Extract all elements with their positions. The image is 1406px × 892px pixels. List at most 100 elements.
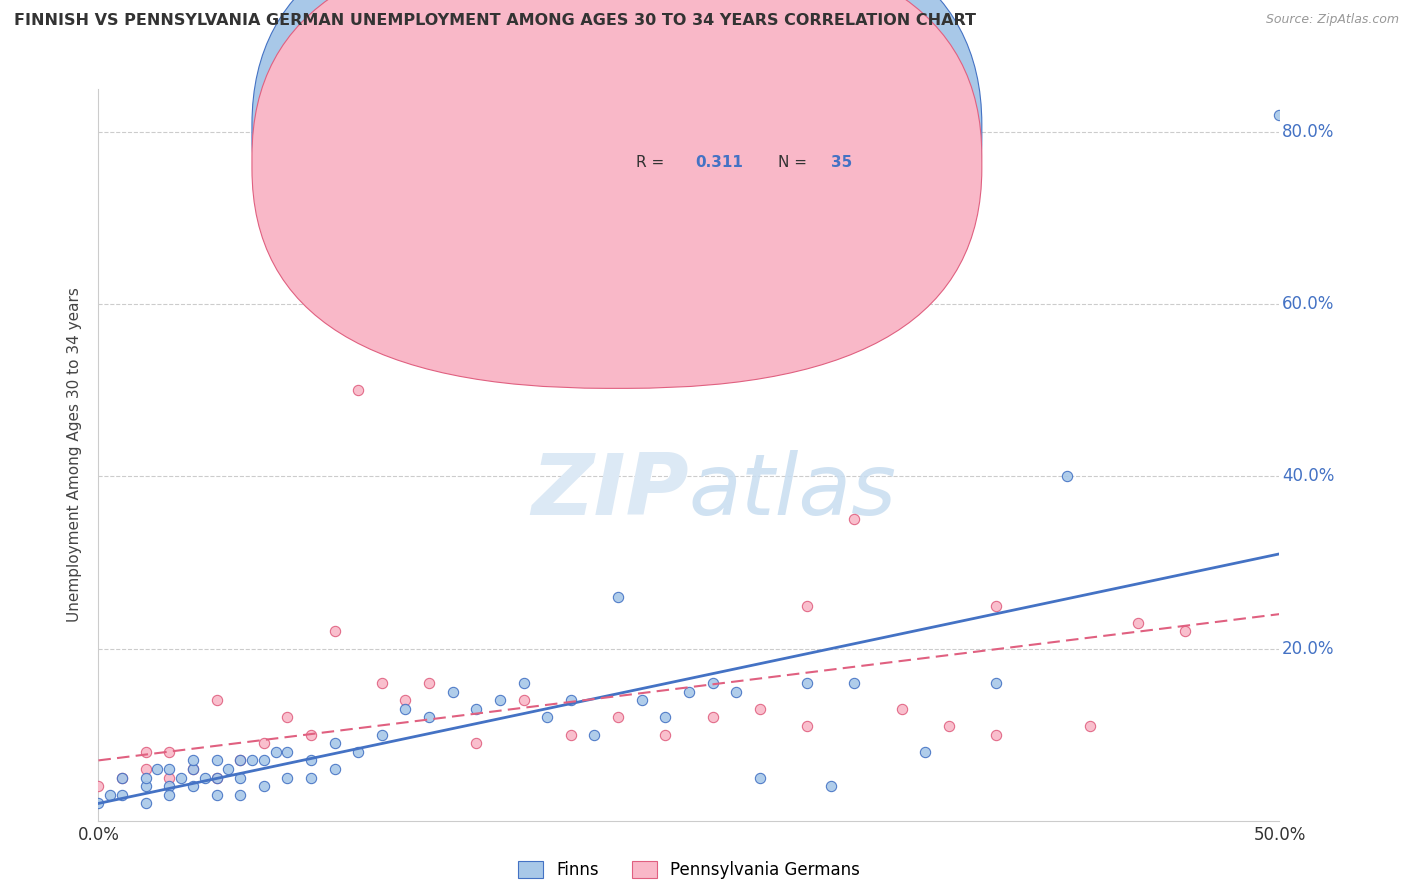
Point (157, 779, 180, 793)
Point (725, 684, 748, 698)
Point (87, 779, 110, 793)
Text: N =: N = (778, 123, 811, 138)
Point (205, 788, 228, 802)
Text: R =: R = (636, 123, 669, 138)
Point (181, 762, 204, 776)
Point (512, 676, 534, 690)
Point (240, 753, 263, 767)
Point (702, 676, 724, 690)
Point (323, 762, 346, 776)
Point (253, 736, 276, 750)
Text: R =: R = (636, 155, 673, 169)
Point (702, 710, 724, 724)
Point (1268, 108, 1291, 122)
Point (157, 762, 180, 776)
Point (748, 771, 770, 785)
Point (299, 771, 322, 785)
Point (229, 753, 252, 767)
Text: 0.501: 0.501 (695, 123, 742, 138)
Point (205, 771, 228, 785)
Point (181, 762, 204, 776)
Point (347, 384, 370, 398)
Point (253, 779, 276, 793)
FancyBboxPatch shape (252, 0, 981, 388)
Point (607, 590, 630, 604)
Text: 0.311: 0.311 (695, 155, 742, 169)
Point (87, 797, 110, 811)
Point (583, 728, 606, 742)
Point (1080, 719, 1102, 733)
Text: FINNISH VS PENNSYLVANIA GERMAN UNEMPLOYMENT AMONG AGES 30 TO 34 YEARS CORRELATIO: FINNISH VS PENNSYLVANIA GERMAN UNEMPLOYM… (14, 13, 976, 29)
Point (796, 599, 818, 613)
Point (205, 693, 228, 707)
Point (264, 745, 287, 759)
Point (111, 788, 134, 802)
Point (984, 599, 1007, 613)
FancyBboxPatch shape (595, 112, 949, 206)
Point (418, 676, 440, 690)
Point (394, 702, 416, 716)
Point (299, 728, 322, 742)
Text: Source: ZipAtlas.com: Source: ZipAtlas.com (1265, 13, 1399, 27)
Point (630, 693, 652, 707)
Point (194, 771, 217, 785)
Point (418, 710, 440, 724)
Text: 40.0%: 40.0% (1282, 467, 1334, 485)
Point (135, 797, 157, 811)
Text: 58: 58 (831, 123, 852, 138)
Point (1056, 469, 1078, 483)
Point (748, 702, 770, 716)
Point (796, 719, 818, 733)
Point (323, 624, 346, 639)
Point (371, 728, 394, 742)
Point (560, 693, 582, 707)
Point (489, 693, 512, 707)
Point (654, 710, 676, 724)
Point (1174, 624, 1197, 639)
Point (512, 693, 534, 707)
Point (1126, 615, 1149, 630)
Text: N =: N = (778, 155, 811, 169)
Point (323, 736, 346, 750)
Point (98, 788, 121, 802)
Point (135, 771, 157, 785)
Y-axis label: Unemployment Among Ages 30 to 34 years: Unemployment Among Ages 30 to 34 years (67, 287, 83, 623)
Point (465, 736, 488, 750)
Point (181, 779, 204, 793)
Point (678, 684, 700, 698)
Text: atlas: atlas (689, 450, 897, 533)
Point (844, 676, 866, 690)
Point (229, 771, 252, 785)
Point (654, 728, 676, 742)
Point (984, 676, 1007, 690)
Point (217, 762, 239, 776)
Point (536, 710, 558, 724)
Point (135, 779, 157, 793)
Point (607, 710, 630, 724)
Point (984, 728, 1007, 742)
Point (347, 745, 370, 759)
Text: 20.0%: 20.0% (1282, 640, 1334, 657)
FancyBboxPatch shape (252, 0, 981, 357)
Point (938, 719, 960, 733)
Point (135, 762, 157, 776)
Point (299, 753, 322, 767)
Text: ZIP: ZIP (531, 450, 689, 533)
Point (170, 771, 193, 785)
Point (146, 762, 169, 776)
Point (276, 771, 298, 785)
Point (914, 745, 936, 759)
Point (276, 710, 298, 724)
Point (229, 753, 252, 767)
Point (205, 771, 228, 785)
Point (560, 728, 582, 742)
Text: 80.0%: 80.0% (1282, 123, 1334, 141)
Legend: Finns, Pennsylvania Germans: Finns, Pennsylvania Germans (510, 854, 868, 886)
Point (229, 788, 252, 802)
Point (276, 745, 298, 759)
Point (890, 702, 912, 716)
Point (111, 771, 134, 785)
Text: 60.0%: 60.0% (1282, 295, 1334, 313)
Point (465, 702, 488, 716)
Point (157, 788, 180, 802)
